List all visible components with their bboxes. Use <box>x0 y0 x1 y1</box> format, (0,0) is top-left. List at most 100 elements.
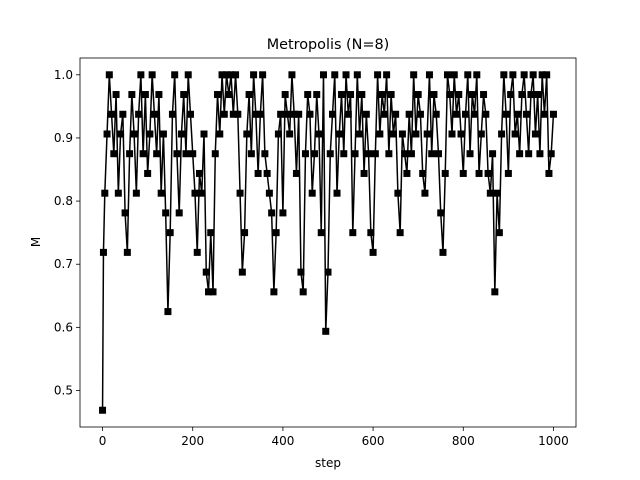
point-marker <box>378 91 386 99</box>
point-marker <box>114 189 122 197</box>
point-marker <box>268 209 276 217</box>
point-marker <box>518 91 526 99</box>
point-marker <box>193 248 201 256</box>
chart-title: Metropolis (N=8) <box>267 37 390 53</box>
point-marker <box>446 91 454 99</box>
point-marker <box>207 229 215 237</box>
point-marker <box>473 71 481 79</box>
point-marker <box>450 71 458 79</box>
y-tick-label: 0.5 <box>54 384 73 398</box>
point-marker <box>313 91 321 99</box>
point-marker <box>349 229 357 237</box>
point-marker <box>462 110 470 118</box>
point-marker <box>308 189 316 197</box>
point-marker <box>205 288 213 296</box>
point-marker <box>223 71 231 79</box>
point-marker <box>511 130 519 138</box>
point-marker <box>326 150 334 158</box>
point-marker <box>101 189 109 197</box>
point-marker <box>232 71 240 79</box>
point-marker <box>200 130 208 138</box>
y-tick-label: 1.0 <box>54 68 73 82</box>
point-marker <box>437 209 445 217</box>
point-marker <box>439 248 447 256</box>
point-marker <box>317 229 325 237</box>
point-marker <box>281 91 289 99</box>
point-marker <box>513 110 521 118</box>
point-marker <box>105 71 113 79</box>
point-marker <box>295 110 303 118</box>
point-marker <box>498 130 506 138</box>
point-marker <box>108 110 116 118</box>
point-marker <box>283 110 291 118</box>
point-marker <box>117 130 125 138</box>
point-marker <box>189 150 197 158</box>
point-marker <box>139 150 147 158</box>
point-marker <box>376 130 384 138</box>
point-marker <box>245 91 253 99</box>
point-marker <box>387 91 395 99</box>
point-marker <box>265 189 273 197</box>
plot-frame <box>79 57 577 428</box>
point-marker <box>286 130 294 138</box>
point-marker <box>484 169 492 177</box>
point-marker <box>250 71 258 79</box>
point-marker <box>356 130 364 138</box>
point-marker <box>407 150 415 158</box>
point-marker <box>486 189 494 197</box>
point-marker <box>380 110 388 118</box>
point-marker <box>428 150 436 158</box>
point-marker <box>292 169 300 177</box>
point-marker <box>146 130 154 138</box>
point-marker <box>362 110 370 118</box>
point-marker <box>333 189 341 197</box>
point-marker <box>365 150 373 158</box>
point-marker <box>371 150 379 158</box>
point-marker <box>383 71 391 79</box>
point-marker <box>367 229 375 237</box>
point-marker <box>238 268 246 276</box>
point-marker <box>306 110 314 118</box>
point-marker <box>310 150 318 158</box>
point-marker <box>509 71 517 79</box>
point-marker <box>468 91 476 99</box>
point-marker <box>475 169 483 177</box>
point-marker <box>471 110 479 118</box>
point-marker <box>304 91 312 99</box>
point-marker <box>132 189 140 197</box>
point-marker <box>398 130 406 138</box>
point-marker <box>322 327 330 335</box>
point-marker <box>423 130 431 138</box>
point-marker <box>256 110 264 118</box>
point-marker <box>126 150 134 158</box>
point-marker <box>186 110 194 118</box>
point-marker <box>270 288 278 296</box>
point-marker <box>279 209 287 217</box>
point-marker <box>319 71 327 79</box>
point-marker <box>214 91 222 99</box>
point-marker <box>396 229 404 237</box>
point-marker <box>410 71 418 79</box>
point-marker <box>493 189 501 197</box>
point-marker <box>500 71 508 79</box>
point-marker <box>403 169 411 177</box>
point-marker <box>527 91 535 99</box>
x-tick-label: 1000 <box>538 434 569 448</box>
point-marker <box>225 91 233 99</box>
point-marker <box>99 406 107 414</box>
point-marker <box>171 71 179 79</box>
point-marker <box>522 110 530 118</box>
point-marker <box>301 150 309 158</box>
point-marker <box>261 150 269 158</box>
point-marker <box>211 150 219 158</box>
point-marker <box>182 150 190 158</box>
point-marker <box>123 248 131 256</box>
point-marker <box>392 110 400 118</box>
point-marker <box>351 150 359 158</box>
point-marker <box>549 110 557 118</box>
point-marker <box>538 71 546 79</box>
point-marker <box>416 110 424 118</box>
x-tick-label: 200 <box>181 434 204 448</box>
point-marker <box>480 91 488 99</box>
y-tick-label: 0.9 <box>54 131 73 145</box>
